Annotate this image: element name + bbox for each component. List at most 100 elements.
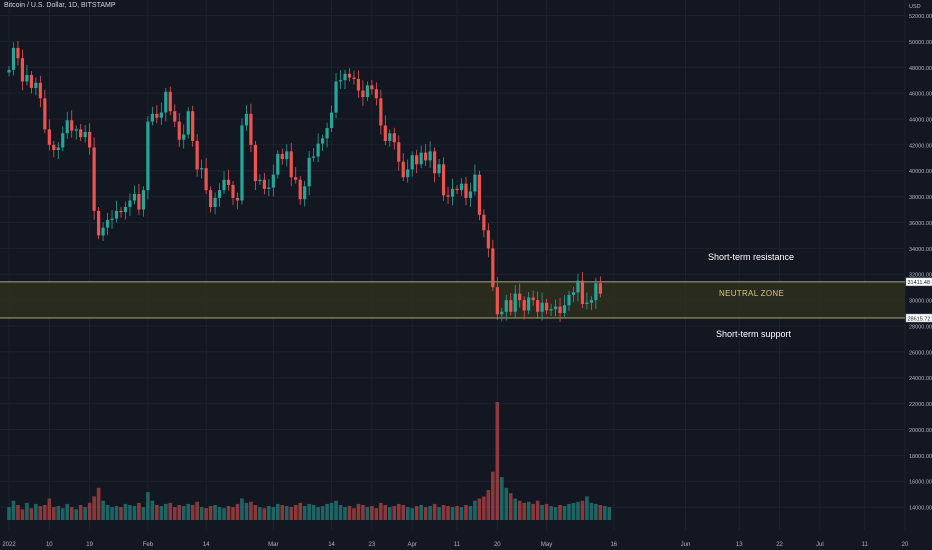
volume-bar: [150, 500, 155, 520]
volume-bar: [392, 506, 397, 520]
volume-bar: [16, 504, 20, 520]
candle-body: [450, 188, 455, 197]
candle-body: [164, 91, 168, 113]
candle-body: [258, 179, 262, 182]
candle-body: [504, 300, 508, 312]
candle-body: [406, 169, 410, 178]
volume-bar: [365, 507, 370, 520]
volume-bar: [52, 507, 56, 520]
volume-bar: [141, 507, 146, 520]
candle-body: [123, 206, 128, 213]
candle-body: [343, 73, 347, 81]
candle-body: [513, 293, 517, 312]
candle-body: [249, 113, 253, 145]
volume-bar: [253, 504, 258, 520]
candle-body: [437, 164, 441, 174]
x-tick-label: 10: [46, 542, 53, 548]
volume-bar: [311, 504, 316, 520]
volume-bar: [508, 493, 513, 520]
candle-body: [209, 190, 213, 207]
candle-body: [173, 111, 177, 122]
volume-bar: [34, 503, 38, 520]
volume-bar: [320, 506, 325, 520]
volume-bar: [83, 507, 87, 520]
candle-body: [446, 195, 450, 197]
volume-bar: [20, 509, 25, 520]
volume-bar: [262, 508, 267, 520]
y-tick-label: 14000.00: [909, 506, 932, 512]
support-annotation: Short-term support: [716, 329, 792, 339]
candle-body: [244, 113, 249, 126]
candle-body: [25, 75, 29, 82]
volume-bar: [401, 504, 406, 520]
volume-bar: [307, 503, 311, 520]
candle-body: [527, 297, 531, 311]
y-unit-label: USD: [909, 4, 921, 10]
volume-bar: [271, 507, 276, 520]
volume-bar: [213, 504, 217, 520]
candle-body: [65, 120, 69, 134]
volume-bar: [146, 492, 150, 520]
candle-body: [536, 300, 540, 312]
candle-body: [16, 47, 20, 59]
x-tick-label: Apr: [408, 542, 417, 548]
volume-bar: [464, 504, 468, 520]
volume-bar: [356, 503, 361, 520]
candle-body: [61, 133, 65, 148]
volume-bar: [477, 498, 482, 520]
volume-bar: [177, 504, 182, 520]
x-tick-label: 19: [86, 542, 93, 548]
candle-body: [374, 89, 378, 99]
volume-bar: [540, 504, 544, 520]
x-tick-label: Feb: [143, 542, 154, 548]
candle-body: [70, 120, 74, 131]
candle-body: [352, 77, 356, 79]
candle-body: [168, 91, 172, 112]
y-tick-label: 44000.00: [909, 118, 932, 124]
candle-body: [549, 309, 553, 311]
resistance-annotation: Short-term resistance: [708, 252, 795, 262]
volume-bar: [78, 504, 83, 520]
candle-body: [585, 302, 589, 304]
candle-body: [388, 133, 392, 141]
candle-body: [540, 302, 544, 312]
candle-body: [280, 153, 284, 160]
y-tick-label: 18000.00: [909, 454, 932, 460]
candle-body: [589, 300, 593, 303]
candle-body: [419, 152, 423, 165]
candle-body: [146, 121, 150, 191]
volume-bar: [585, 496, 589, 520]
volume-bar: [441, 504, 446, 520]
volume-bar: [276, 503, 280, 520]
candle-body: [316, 143, 320, 157]
candle-body: [576, 280, 580, 293]
volume-bar: [468, 506, 473, 520]
candle-body: [7, 69, 11, 73]
x-tick-label: 11: [862, 542, 869, 548]
y-tick-label: 22000.00: [909, 402, 932, 408]
volume-bar: [437, 507, 441, 520]
candle-body: [128, 200, 132, 207]
x-tick-label: Jun: [681, 542, 691, 548]
volume-bar: [101, 500, 105, 520]
time-axis: 2022 10 19 Feb 14 Mar 14 23 Apr 11 20 May 16 Jun 13 22 J…: [2, 542, 909, 548]
y-tick-label: 34000.00: [909, 247, 932, 253]
candle-body: [137, 194, 141, 210]
volume-bar: [92, 496, 96, 520]
candle-body: [204, 168, 208, 191]
volume-bar: [388, 507, 392, 520]
candle-body: [240, 125, 244, 201]
y-tick-label: 32000.00: [909, 273, 932, 279]
candle-body: [101, 227, 105, 236]
x-tick-label: 13: [736, 542, 743, 548]
candle-body: [531, 297, 535, 301]
candle-body: [571, 292, 576, 295]
volume-bar: [258, 507, 262, 520]
candle-body: [52, 144, 56, 151]
candle-body: [347, 73, 352, 78]
y-tick-label: 26000.00: [909, 350, 932, 356]
volume-bar: [374, 508, 379, 520]
volume-bar: [164, 503, 168, 520]
candle-body: [486, 230, 490, 249]
